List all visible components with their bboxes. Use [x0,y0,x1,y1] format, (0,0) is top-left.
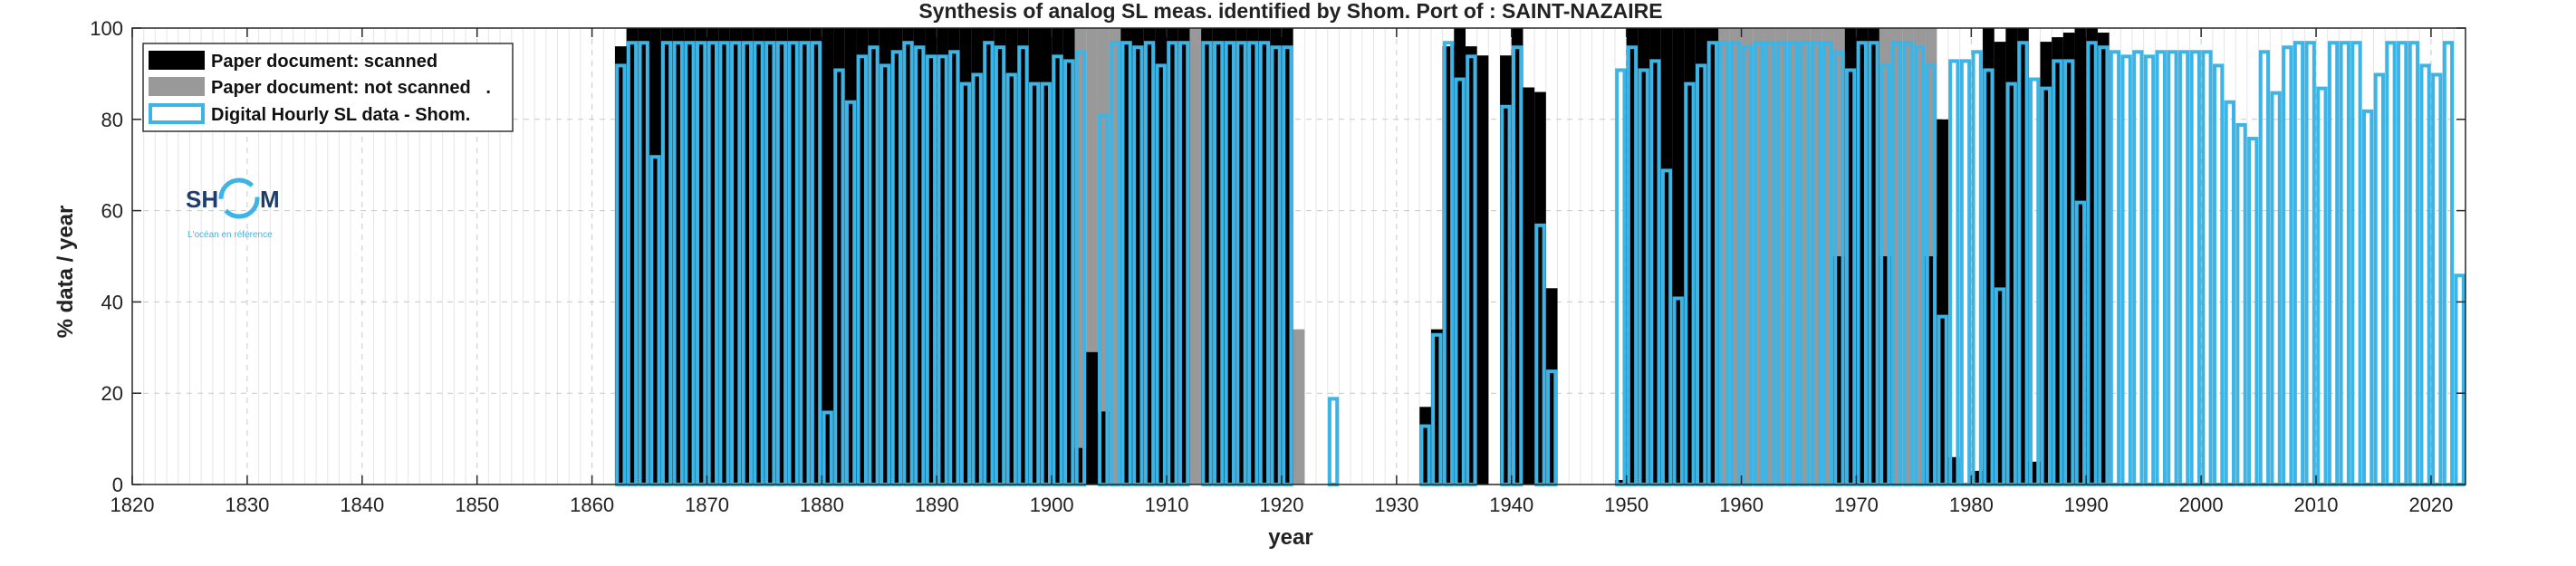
x-tick-label: 1850 [455,494,499,516]
bar-scanned [822,28,834,484]
bar-scanned [1086,351,1098,484]
chart-title: Synthesis of analog SL meas. identified … [918,0,1662,23]
logo-text-left: SH [186,186,218,213]
x-tick-label: 1820 [111,494,155,516]
x-tick-label: 2000 [2179,494,2224,516]
y-tick-label: 60 [101,200,123,223]
bar-scanned [1523,87,1535,485]
x-tick-label: 1930 [1374,494,1418,516]
y-axis-ticks: 0 20 40 60 80 100 [90,17,2465,496]
legend-swatch-not-scanned [149,77,205,96]
x-tick-label: 1910 [1145,494,1189,516]
y-tick-label: 80 [101,109,123,131]
x-axis-label: year [1268,525,1312,550]
legend-label-digital: Digital Hourly SL data - Shom. [211,105,470,125]
x-axis-ticks: 1820 1830 1840 1850 1860 1870 1880 1890 1900 1910… [111,28,2453,516]
x-tick-label: 2020 [2408,494,2453,516]
x-tick-label: 1890 [915,494,959,516]
y-axis-label: % data / year [53,206,78,339]
bar-not-scanned [1189,28,1202,484]
x-tick-label: 1830 [225,494,269,516]
x-tick-label: 2010 [2294,494,2339,516]
x-tick-label: 1960 [1719,494,1764,516]
legend: Paper document: scanned Paper document: … [142,43,514,132]
x-tick-label: 1880 [800,494,844,516]
bar-not-scanned [1293,329,1305,484]
y-tick-label: 100 [90,17,123,40]
legend-swatch-digital [149,103,205,124]
x-tick-label: 1840 [340,494,384,516]
x-tick-label: 1970 [1834,494,1879,516]
axes [131,27,2466,485]
x-tick-label: 1870 [685,494,729,516]
x-tick-label: 1980 [1949,494,1994,516]
logo-tagline: L'océan en référence [187,230,273,240]
bar-scanned [1614,479,1627,484]
x-tick-label: 1920 [1259,494,1303,516]
bar-scanned [1476,55,1489,485]
legend-label-scanned: Paper document: scanned [211,52,437,72]
x-tick-label: 1860 [570,494,614,516]
legend-label-not-scanned: Paper document: not scanned . [211,78,491,98]
x-tick-label: 1990 [2064,494,2109,516]
y-tick-label: 0 [112,474,123,496]
logo-o-ring-icon [218,177,260,219]
logo-text-right: M [260,186,280,213]
shom-logo: SH M L'océan en référence [186,177,280,240]
y-tick-label: 40 [101,291,123,313]
axes-box [131,27,2466,485]
x-tick-label: 1940 [1489,494,1533,516]
legend-swatch-scanned [149,51,205,70]
y-tick-label: 20 [101,382,123,405]
x-tick-label: 1900 [1030,494,1074,516]
x-tick-label: 1950 [1604,494,1648,516]
